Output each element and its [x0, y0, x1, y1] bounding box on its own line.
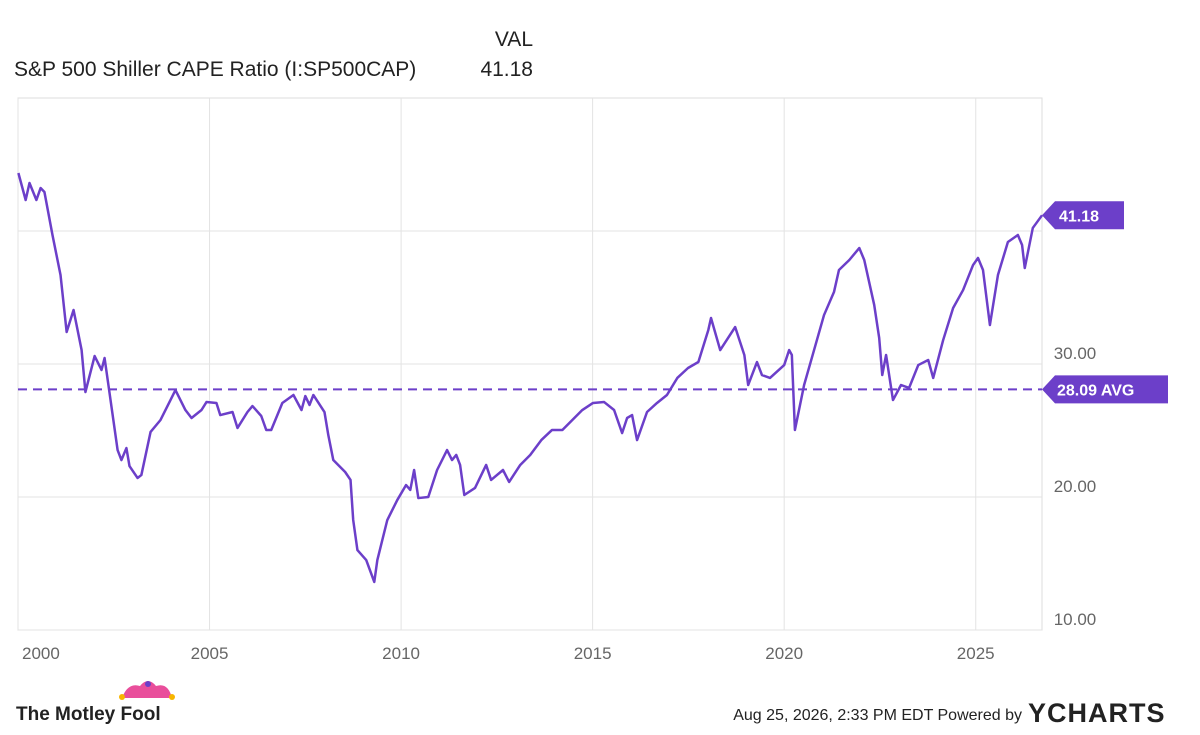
legend-value: 41.18 — [480, 58, 533, 81]
logo-bell — [119, 694, 125, 700]
average-label: 28.09 AVG — [1057, 382, 1134, 399]
footer-logo — [119, 681, 175, 700]
x-tick-label: 2005 — [191, 644, 229, 663]
line-series — [17, 172, 1044, 584]
x-tick-label: 2025 — [957, 644, 995, 663]
y-tick-label: 10.00 — [1054, 610, 1097, 629]
y-tick-label: 20.00 — [1054, 477, 1097, 496]
footer-timestamp: Aug 25, 2026, 2:33 PM EDT Powered by — [733, 707, 1022, 724]
footer-provider: YCHARTS — [1028, 698, 1166, 728]
last-value-tag — [1042, 201, 1124, 230]
x-tick-label: 2010 — [382, 644, 420, 663]
legend-name: S&P 500 Shiller CAPE Ratio (I:SP500CAP) — [14, 58, 416, 81]
x-tick-label: 2000 — [22, 644, 60, 663]
footer-brand: The Motley Fool — [16, 704, 161, 725]
value-header: VAL — [495, 28, 533, 51]
last-value-label: 41.18 — [1059, 208, 1099, 225]
y-tick-label: 30.00 — [1054, 344, 1097, 363]
logo-bell — [169, 694, 175, 700]
logo-bell — [145, 681, 151, 687]
logo-hat — [122, 681, 172, 698]
x-tick-label: 2015 — [574, 644, 612, 663]
average-tag — [1042, 375, 1168, 404]
x-tick-label: 2020 — [765, 644, 803, 663]
